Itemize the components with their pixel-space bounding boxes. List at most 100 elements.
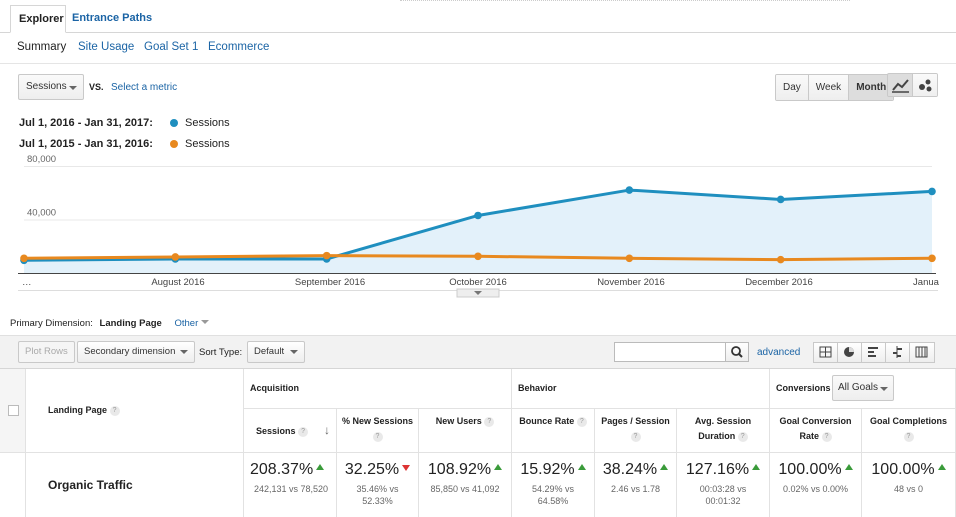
- percentage-view-button[interactable]: [838, 343, 862, 362]
- line-chart-icon: [892, 79, 909, 93]
- data-point[interactable]: [625, 254, 634, 263]
- metric-select-value: Sessions: [26, 81, 67, 92]
- comparison-view-button[interactable]: [886, 343, 910, 362]
- pages-per-session-column-header[interactable]: Pages / Session ?: [595, 409, 677, 453]
- advanced-filter-link[interactable]: advanced: [757, 347, 801, 358]
- trend-up-icon: [937, 464, 946, 470]
- tab-explorer[interactable]: Explorer: [10, 5, 66, 33]
- tab-entrance-paths[interactable]: Entrance Paths: [72, 12, 153, 24]
- day-button[interactable]: Day: [776, 75, 809, 100]
- line-chart-button[interactable]: [888, 74, 913, 96]
- sort-type-label: Sort Type:: [199, 347, 243, 358]
- help-icon: ?: [903, 431, 914, 442]
- chart-type-toggle: [887, 73, 938, 97]
- goal-conversion-rate-column-header[interactable]: Goal Conversion Rate ?: [770, 409, 862, 453]
- goal-conversion-rate-cell: 100.00% 0.02% vs 0.00%: [770, 453, 862, 517]
- help-icon: ?: [109, 405, 120, 416]
- all-goals-value: All Goals: [838, 382, 879, 393]
- new-users-comparison: 85,850 vs 41,092: [430, 484, 500, 494]
- data-point[interactable]: [776, 195, 785, 204]
- help-icon: ?: [372, 431, 383, 442]
- sessions-column-header[interactable]: Sessions ? ↓: [244, 409, 337, 453]
- chevron-down-icon: [880, 387, 888, 391]
- divider: [400, 0, 850, 1]
- data-point[interactable]: [776, 255, 785, 264]
- table-search-input[interactable]: [614, 342, 726, 362]
- bounce-rate-header-label: Bounce Rate: [519, 416, 575, 426]
- bounce-rate-column-header[interactable]: Bounce Rate ?: [512, 409, 595, 453]
- subtab-goal-set-1[interactable]: Goal Set 1: [144, 41, 199, 53]
- x-tick-label: September 2016: [295, 277, 365, 288]
- acquisition-group-header: Acquisition: [244, 369, 512, 409]
- bubble-chart-icon: [919, 79, 932, 92]
- secondary-dimension-select[interactable]: Secondary dimension: [77, 341, 195, 363]
- search-button[interactable]: [725, 342, 749, 362]
- data-point[interactable]: [20, 254, 28, 263]
- goal-completions-column-header[interactable]: Goal Completions ?: [862, 409, 956, 453]
- plot-rows-button[interactable]: Plot Rows: [18, 341, 75, 363]
- trend-up-icon: [752, 464, 761, 470]
- subtab-site-usage[interactable]: Site Usage: [78, 41, 135, 53]
- row-checkbox-cell: [0, 453, 26, 517]
- pages-per-session-cell: 38.24% 2.46 vs 1.78: [595, 453, 677, 517]
- conversions-group-label: Conversions: [776, 383, 831, 393]
- primary-dimension-other[interactable]: Other: [174, 318, 199, 329]
- data-point[interactable]: [625, 186, 634, 194]
- avg-session-duration-column-header[interactable]: Avg. Session Duration ?: [677, 409, 770, 453]
- y-tick-label: 40,000: [27, 208, 56, 219]
- chevron-down-icon: [200, 320, 209, 324]
- month-button[interactable]: Month: [849, 75, 894, 100]
- vs-label: VS.: [89, 82, 104, 92]
- pivot-view-button[interactable]: [910, 343, 934, 362]
- x-tick-label: Janua: [913, 277, 940, 288]
- sort-type-select[interactable]: Default: [247, 341, 305, 363]
- new-users-column-header[interactable]: New Users ?: [419, 409, 512, 453]
- pages-per-session-change-value: 38.24%: [602, 461, 658, 478]
- metric-select[interactable]: Sessions: [18, 74, 84, 100]
- chevron-down-icon: [180, 350, 188, 354]
- pages-per-session-header-label: Pages / Session: [601, 416, 670, 426]
- data-point[interactable]: [322, 251, 331, 260]
- landing-page-header[interactable]: Landing Page ?: [26, 369, 244, 453]
- new-users-change-value: 108.92%: [427, 461, 492, 478]
- new-users-header-label: New Users: [435, 416, 482, 426]
- help-icon: ?: [576, 416, 587, 427]
- x-tick-label: …: [22, 277, 32, 288]
- trend-down-icon: [402, 465, 411, 471]
- week-button[interactable]: Week: [808, 75, 850, 100]
- data-point[interactable]: [474, 211, 482, 220]
- primary-dimension-label: Primary Dimension:: [10, 318, 93, 329]
- data-point[interactable]: [928, 187, 936, 196]
- table-view-toggle: [813, 342, 935, 363]
- select-metric-link[interactable]: Select a metric: [111, 82, 178, 93]
- sessions-change-value: 208.37%: [250, 461, 314, 478]
- percent-new-sessions-column-header[interactable]: % New Sessions ?: [337, 409, 419, 453]
- data-point[interactable]: [171, 253, 180, 261]
- goal-completions-change-value: 100.00%: [871, 461, 935, 478]
- avg-session-duration-cell: 127.16% 00:03:28 vs 00:01:32: [677, 453, 770, 517]
- all-goals-select[interactable]: All Goals: [832, 375, 894, 401]
- data-point[interactable]: [928, 254, 936, 263]
- grid-icon: [819, 346, 832, 358]
- help-icon: ?: [821, 431, 832, 442]
- x-tick-label: November 2016: [597, 277, 665, 288]
- legend-dot-previous: [170, 140, 178, 148]
- performance-view-button[interactable]: [862, 343, 886, 362]
- select-all-checkbox[interactable]: [8, 405, 19, 416]
- organic-traffic-row-label[interactable]: Organic Traffic: [26, 453, 244, 517]
- subtab-ecommerce[interactable]: Ecommerce: [208, 41, 270, 53]
- bounce-rate-change-value: 15.92%: [520, 461, 575, 478]
- primary-dimension-landing-page[interactable]: Landing Page: [99, 318, 162, 329]
- data-point[interactable]: [474, 252, 482, 261]
- subtab-summary[interactable]: Summary: [17, 41, 67, 53]
- motion-chart-button[interactable]: [913, 74, 937, 96]
- help-icon: ?: [737, 431, 748, 442]
- chevron-down-icon: [474, 291, 482, 295]
- bounce-rate-comparison: 54.29% vs 64.58%: [531, 484, 575, 506]
- sessions-line-chart: 80,000 40,000 … August 2016 September 2016 Oc…: [18, 154, 940, 298]
- conversions-group-header: Conversions All Goals: [770, 369, 956, 409]
- pie-icon: [844, 347, 854, 357]
- trend-up-icon: [660, 464, 669, 470]
- data-view-button[interactable]: [814, 343, 838, 362]
- percent-new-sessions-comparison: 35.46% vs 52.33%: [356, 484, 399, 506]
